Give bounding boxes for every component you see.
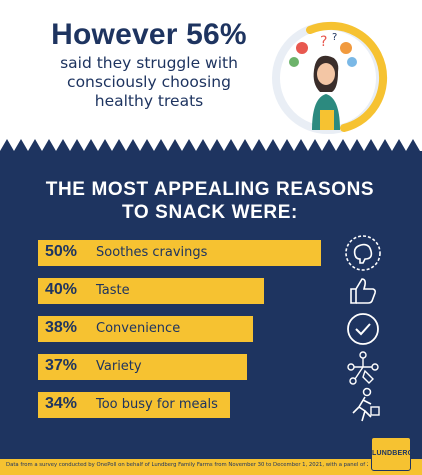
svg-text:?: ? [332,32,337,43]
brand-logo-text: LUNDBERG [372,450,414,457]
section-title: THE MOST APPEALING REASONS TO SNACK WERE… [20,178,400,224]
bar-category-label: Taste [96,283,130,298]
svg-text:?: ? [320,34,327,50]
network-hand-icon [347,351,379,385]
footer-note: Data from a survey conducted by OnePoll … [6,462,368,468]
bar-value-label: 34% [45,395,78,412]
headline-subtitle-line: said they struggle with [60,54,238,72]
navy-panel [0,139,422,475]
bar: 40% Taste [38,278,264,304]
bar: 37% Variety [38,354,247,380]
bar-category-label: Soothes cravings [96,245,208,260]
footer-note-bar: Data from a survey conducted by OnePoll … [0,459,422,475]
bar-value-label: 50% [45,243,78,260]
running-person-icon [352,387,380,422]
bar: 50% Soothes cravings [38,240,321,266]
section-title-line: TO SNACK WERE: [122,202,298,223]
headline-stat: However 56% [51,18,247,51]
headline-subtitle-line: healthy treats [94,92,204,110]
bar: 38% Convenience [38,316,253,342]
thinking-woman-illustration: ? ? [272,21,388,134]
bar-value-label: 37% [45,357,78,374]
bar-value-label: 40% [45,281,78,298]
headline-subtitle-line: consciously choosing [67,73,231,91]
bar-category-label: Too busy for meals [96,397,218,412]
headline-subtitle: said they struggle with consciously choo… [28,54,270,111]
check-circle-icon [347,313,379,345]
bar-category-label: Variety [96,359,142,374]
brand-logo: LUNDBERG [371,437,414,471]
brain-icon [345,235,381,271]
headline: However 56% said they struggle with cons… [28,18,270,111]
bar-category-label: Convenience [96,321,181,336]
thumbs-up-icon [350,278,377,304]
bar-value-label: 38% [45,319,78,336]
section-title-line: THE MOST APPEALING REASONS [45,179,375,200]
bar: 34% Too busy for meals [38,392,230,418]
